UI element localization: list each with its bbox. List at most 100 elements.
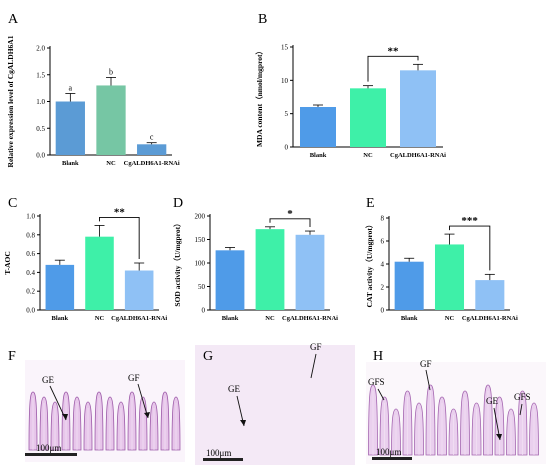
scale-label-g: 100μm xyxy=(206,448,231,458)
y-axis-label-a: Relative expression level of CgALDH6A1 xyxy=(6,35,15,167)
y-tick-label-a-4: 2.0 xyxy=(36,45,45,53)
bar-a-2 xyxy=(137,144,167,155)
bar-annotation-a-2: c xyxy=(150,133,154,142)
significance-label-c: ** xyxy=(114,206,126,218)
histology-panel-g xyxy=(195,345,355,465)
bar-a-1 xyxy=(96,85,126,155)
x-tick-label-a-0: Blank xyxy=(62,160,79,167)
bar-annotation-a-0: a xyxy=(69,83,73,92)
panel-label-f: F xyxy=(8,349,16,364)
y-tick-label-c-5: 1.0 xyxy=(26,213,35,221)
x-tick-label-a-1: NC xyxy=(106,160,116,167)
bar-b-2 xyxy=(400,70,436,147)
bar-b-0 xyxy=(300,107,336,147)
histology-image-g xyxy=(195,345,355,465)
panel-label-g: G xyxy=(203,349,213,364)
y-tick-label-e-4: 8 xyxy=(381,215,385,223)
y-axis-label-d: SOD activity（U/mgprot） xyxy=(172,219,182,306)
panel-label-h: H xyxy=(373,349,383,364)
bar-a-0 xyxy=(55,101,85,155)
x-tick-label-c-2: CgALDH6A1-RNAi xyxy=(111,315,167,322)
y-tick-label-c-3: 0.6 xyxy=(26,250,35,258)
x-tick-label-b-1: NC xyxy=(363,152,373,159)
arrowhead-gf-f xyxy=(144,412,150,418)
y-tick-label-d-4: 200 xyxy=(195,213,206,221)
y-tick-label-b-0: 0 xyxy=(285,144,289,152)
x-tick-label-b-0: Blank xyxy=(310,152,327,159)
bar-b-1 xyxy=(350,88,386,147)
y-tick-label-b-3: 15 xyxy=(281,44,289,52)
significance-label-d: * xyxy=(287,208,293,220)
x-tick-label-e-1: NC xyxy=(445,315,455,322)
label-ge-f: GE xyxy=(42,375,54,385)
y-tick-label-a-0: 0.0 xyxy=(36,152,45,160)
bar-e-2 xyxy=(475,280,505,310)
histology-panel-f xyxy=(25,360,185,462)
y-tick-label-e-3: 6 xyxy=(381,238,385,246)
arrowhead-ge-g xyxy=(240,420,246,426)
y-tick-label-d-0: 0 xyxy=(202,307,206,315)
chart-panel-a: A 0.0 0.5 1.0 1.5 2.0 Relative expression leve… xyxy=(6,12,180,168)
y-tick-label-d-1: 50 xyxy=(198,283,206,291)
significance-bracket-c xyxy=(99,216,140,259)
x-tick-label-d-1: NC xyxy=(265,315,275,322)
y-tick-label-e-1: 2 xyxy=(381,284,385,292)
scale-label-f: 100μm xyxy=(36,443,61,453)
y-tick-label-c-4: 0.8 xyxy=(26,231,35,239)
arrow-gfs-h-1 xyxy=(377,388,385,401)
arrowhead-ge-f xyxy=(62,414,68,420)
x-tick-label-d-2: CgALDH6A1-RNAi xyxy=(282,315,338,322)
significance-bracket-d xyxy=(269,218,311,228)
arrow-gf-g xyxy=(310,353,317,379)
bar-c-1 xyxy=(85,236,114,310)
significance-label-e: *** xyxy=(461,215,478,227)
chart-panel-e: E 0 2 4 6 8 CAT activity（U/mgprot） Blank NC CgALD… xyxy=(364,196,518,322)
y-tick-label-a-2: 1.0 xyxy=(36,98,45,106)
y-axis-label-c: T-AOC xyxy=(3,251,12,274)
bar-e-1 xyxy=(434,244,465,310)
scale-bar-g xyxy=(203,458,243,461)
histology-panel-h xyxy=(366,362,546,464)
x-tick-label-e-0: Blank xyxy=(401,315,418,322)
significance-bracket-b xyxy=(367,55,419,82)
label-gf-h: GF xyxy=(420,359,432,369)
panel-label-a: A xyxy=(8,12,19,27)
y-tick-label-c-1: 0.2 xyxy=(26,288,35,296)
x-tick-label-a-2: CgALDH6A1-RNAi xyxy=(124,160,180,167)
chart-panel-c: C 0.0 0.2 0.4 0.6 0.8 1.0 T-AOC Blank NC CgALDH6A1… xyxy=(3,196,167,322)
label-gf-f: GF xyxy=(128,373,140,383)
significance-bracket-e xyxy=(449,225,491,271)
panel-label-d: D xyxy=(173,196,183,211)
label-gfs-h-1: GFS xyxy=(368,377,385,387)
bar-annotation-a-1: b xyxy=(109,67,113,76)
scale-label-h: 100μm xyxy=(376,447,401,457)
bar-c-0 xyxy=(45,264,75,310)
charts: A 0.0 0.5 1.0 1.5 2.0 Relative expression leve… xyxy=(3,12,518,322)
chart-panel-d: D 0 50 100 150 200 SOD activity（U/mgprot） Blank… xyxy=(172,196,338,322)
y-tick-label-d-2: 100 xyxy=(195,260,206,268)
label-gf-g: GF xyxy=(310,342,322,352)
bar-d-2 xyxy=(295,234,325,310)
bar-c-2 xyxy=(124,270,154,310)
y-tick-label-e-2: 4 xyxy=(381,261,385,269)
x-tick-label-e-2: CgALDH6A1-RNAi xyxy=(462,315,518,322)
tissue-f xyxy=(28,391,181,451)
label-ge-g: GE xyxy=(228,384,240,394)
bar-e-0 xyxy=(394,261,424,310)
histology-panels: F G H GE GF 100μm GF GE 100μm GF GFS GE … xyxy=(8,342,546,465)
tissue-h xyxy=(368,384,539,456)
y-tick-label-c-0: 0.0 xyxy=(26,307,35,315)
y-tick-label-b-2: 10 xyxy=(281,77,289,85)
panel-label-e: E xyxy=(366,196,375,211)
y-tick-label-a-3: 1.5 xyxy=(36,71,45,79)
x-tick-label-b-2: CgALDH6A1-RNAi xyxy=(390,152,446,159)
y-tick-label-a-1: 0.5 xyxy=(36,125,45,133)
scale-bar-h xyxy=(372,457,412,460)
significance-label-b: ** xyxy=(388,45,400,57)
scale-bar-f xyxy=(25,453,77,456)
arrow-gfs-h-2 xyxy=(519,403,523,416)
panel-label-b: B xyxy=(258,12,267,27)
x-tick-label-c-1: NC xyxy=(95,315,105,322)
x-tick-label-c-0: Blank xyxy=(52,315,69,322)
